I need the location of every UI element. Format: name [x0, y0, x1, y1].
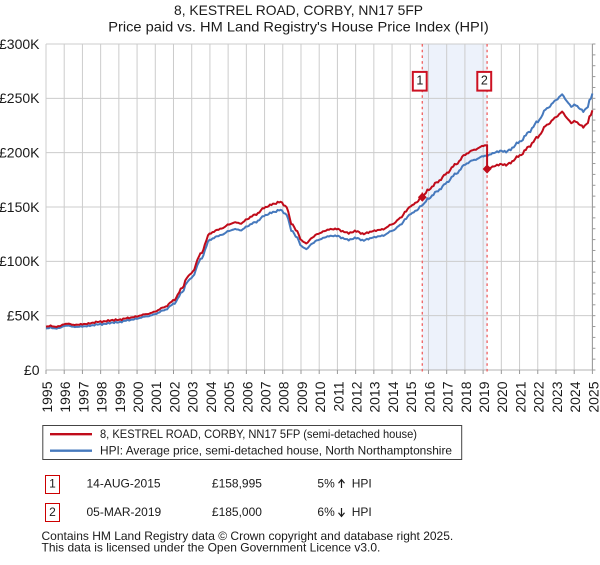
svg-text:1999: 1999	[112, 381, 128, 412]
svg-text:2020: 2020	[494, 381, 510, 412]
svg-text:5%: 5%	[317, 477, 335, 491]
svg-text:8, KESTREL ROAD, CORBY, NN17 5: 8, KESTREL ROAD, CORBY, NN17 5FP	[174, 2, 423, 18]
svg-text:2001: 2001	[148, 381, 164, 412]
svg-text:2023: 2023	[549, 381, 565, 412]
svg-text:1995: 1995	[39, 381, 55, 412]
svg-text:2004: 2004	[203, 381, 219, 412]
svg-text:8, KESTREL ROAD, CORBY, NN17 5: 8, KESTREL ROAD, CORBY, NN17 5FP (semi-d…	[100, 427, 417, 441]
svg-text:HPI: HPI	[352, 477, 372, 491]
svg-text:2009: 2009	[294, 381, 310, 412]
svg-text:2016: 2016	[421, 381, 437, 412]
svg-text:2018: 2018	[458, 381, 474, 412]
svg-text:2011: 2011	[330, 381, 346, 411]
svg-text:2025: 2025	[585, 381, 600, 412]
svg-text:2008: 2008	[276, 381, 292, 412]
svg-text:2014: 2014	[385, 381, 401, 412]
svg-text:2012: 2012	[349, 381, 365, 412]
svg-text:2: 2	[481, 73, 488, 87]
svg-text:2007: 2007	[257, 381, 273, 412]
svg-text:£0: £0	[24, 362, 40, 378]
svg-text:1: 1	[416, 73, 423, 87]
svg-text:HPI: Average price, semi-detac: HPI: Average price, semi-detached house,…	[100, 444, 452, 458]
svg-text:2006: 2006	[239, 381, 255, 412]
svg-text:£200K: £200K	[0, 144, 40, 160]
svg-text:2022: 2022	[531, 381, 547, 412]
svg-text:1997: 1997	[75, 381, 91, 412]
svg-text:2019: 2019	[476, 381, 492, 412]
svg-text:HPI: HPI	[352, 505, 372, 519]
svg-text:2010: 2010	[312, 381, 328, 412]
svg-text:2013: 2013	[367, 381, 383, 412]
svg-text:Price paid vs. HM Land Registr: Price paid vs. HM Land Registry's House …	[108, 19, 489, 35]
svg-text:£158,995: £158,995	[212, 477, 262, 491]
svg-text:14-AUG-2015: 14-AUG-2015	[87, 477, 161, 491]
svg-text:2000: 2000	[130, 381, 146, 412]
svg-text:This data is licensed under th: This data is licensed under the Open Gov…	[42, 541, 381, 555]
svg-text:2005: 2005	[221, 381, 237, 412]
svg-text:1998: 1998	[94, 381, 110, 412]
svg-text:6%: 6%	[317, 505, 335, 519]
svg-text:Contains HM Land Registry data: Contains HM Land Registry data © Crown c…	[42, 529, 454, 543]
svg-text:2017: 2017	[440, 381, 456, 412]
svg-text:£185,000: £185,000	[212, 505, 262, 519]
svg-text:2021: 2021	[512, 381, 528, 412]
svg-text:2: 2	[49, 505, 56, 519]
svg-text:2015: 2015	[403, 381, 419, 412]
svg-text:2002: 2002	[166, 381, 182, 412]
svg-text:£50K: £50K	[7, 307, 40, 323]
svg-text:2024: 2024	[567, 381, 583, 412]
svg-text:2003: 2003	[185, 381, 201, 412]
svg-text:05-MAR-2019: 05-MAR-2019	[87, 505, 162, 519]
svg-text:£100K: £100K	[0, 253, 40, 269]
svg-text:1996: 1996	[57, 381, 73, 412]
svg-text:£250K: £250K	[0, 90, 40, 106]
svg-text:1: 1	[49, 477, 56, 491]
svg-text:£300K: £300K	[0, 36, 40, 52]
svg-text:£150K: £150K	[0, 199, 40, 215]
